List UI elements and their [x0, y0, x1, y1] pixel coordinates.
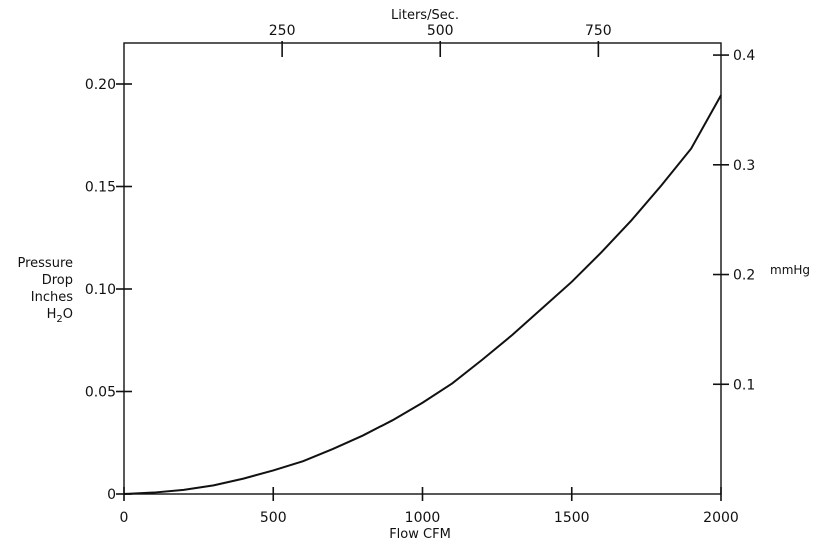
bottom-x-axis: 0 500 1000 1500 2000	[120, 487, 739, 526]
right-axis-title: mmHg	[770, 263, 810, 277]
y-tick-label: 0.10	[85, 282, 116, 298]
y-axis-title-line-4: H2O	[47, 307, 73, 325]
x-tick-label: 0	[120, 510, 129, 526]
h-letter: H	[47, 307, 57, 322]
plot-frame	[123, 42, 722, 495]
left-y-axis: 0 0.05 0.10 0.15 0.20	[85, 77, 132, 503]
top-axis-title: Liters/Sec.	[391, 8, 459, 23]
y-tick-label: 0.05	[85, 385, 116, 401]
pressure-drop-curve	[123, 94, 722, 495]
subscript-two: 2	[56, 314, 62, 325]
right-y-tick-label: 0.1	[733, 377, 755, 393]
x-tick-label: 500	[260, 510, 287, 526]
top-x-tick-label: 750	[585, 23, 612, 39]
right-y-tick-label: 0.3	[733, 158, 755, 174]
x-axis-title: Flow CFM	[389, 527, 451, 542]
x-tick-label: 2000	[703, 510, 739, 526]
top-x-tick-label: 500	[427, 23, 454, 39]
y-axis-title-line-2: Drop	[42, 273, 73, 288]
right-y-tick-label: 0.2	[733, 268, 755, 284]
y-tick-label: 0.20	[85, 77, 116, 93]
y-tick-label: 0.15	[85, 180, 116, 196]
top-x-axis: 250 500 750	[269, 23, 612, 57]
right-y-tick-label: 0.4	[733, 48, 755, 64]
right-y-axis: 0.1 0.2 0.3 0.4	[713, 48, 755, 393]
x-tick-label: 1000	[405, 510, 441, 526]
y-axis-title-line-1: Pressure	[17, 256, 73, 271]
y-tick-label: 0	[107, 487, 116, 503]
o-letter: O	[63, 307, 73, 322]
y-axis-title: Pressure Drop Inches H2O	[17, 256, 73, 325]
y-axis-title-line-3: Inches	[31, 290, 73, 305]
x-tick-label: 1500	[554, 510, 590, 526]
top-x-tick-label: 250	[269, 23, 296, 39]
